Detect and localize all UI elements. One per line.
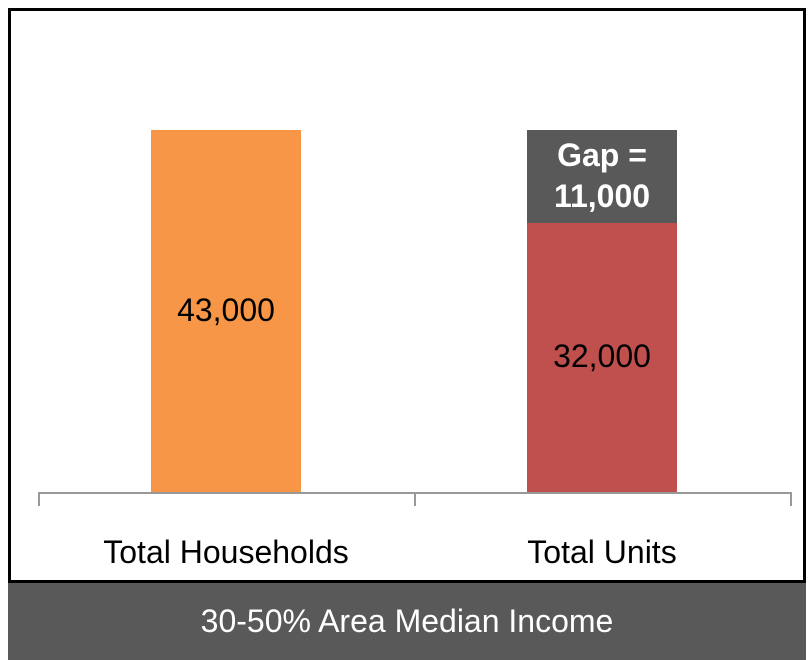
x-axis-tick (414, 492, 416, 506)
data-label: 43,000 (177, 292, 275, 329)
x-axis-tick (38, 492, 40, 506)
bar-segment (527, 222, 677, 492)
bar-segment (151, 130, 301, 492)
data-label: Gap = 11,000 (553, 136, 651, 215)
x-axis-tick (790, 492, 792, 506)
plot-area: Total Households 43,000 Total Units 32,000 G… (38, 130, 792, 570)
data-label: 32,000 (553, 338, 651, 375)
bar-segment (527, 130, 677, 223)
x-tick-label: Total Households (103, 534, 349, 570)
x-tick-label: Total Units (527, 534, 677, 570)
footer-banner: 30-50% Area Median Income (8, 580, 806, 660)
